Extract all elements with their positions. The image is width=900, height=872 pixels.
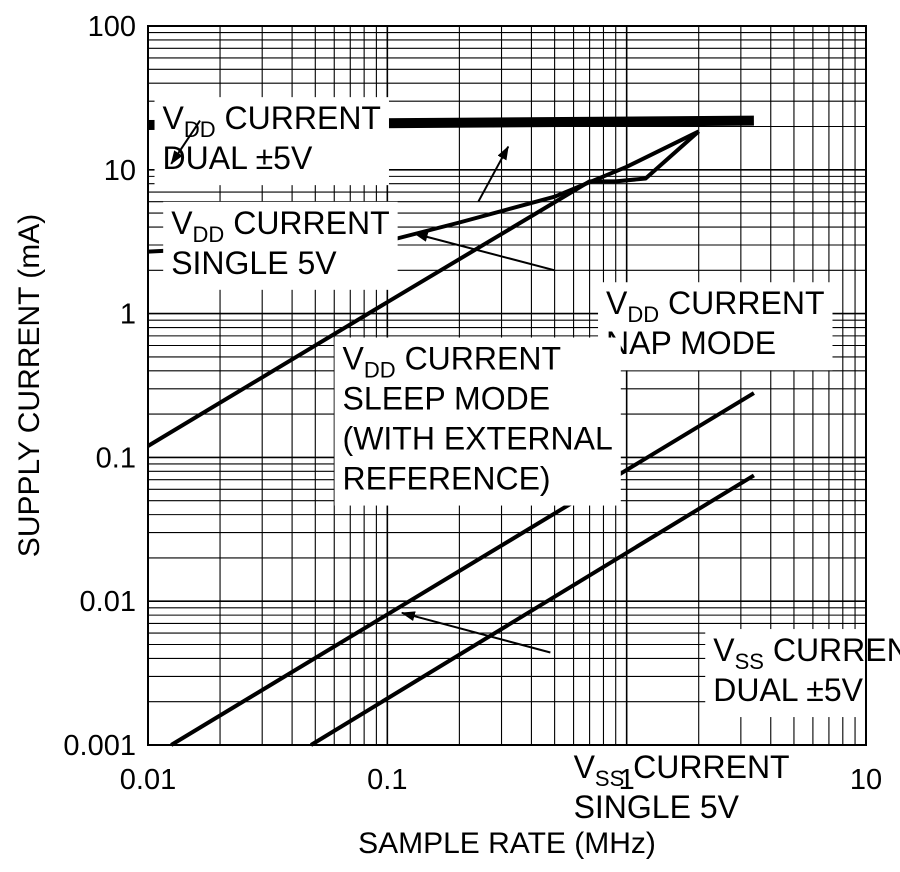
y-tick-label: 0.01	[80, 586, 136, 618]
x-tick-label: 0.01	[120, 764, 176, 796]
annotation-arrow	[170, 120, 201, 165]
series-line-5: VSS CURRENT DUAL ±5V	[309, 473, 755, 747]
series-line-4: VSS CURRENT SINGLE 5V	[170, 391, 755, 747]
x-tick-labels: 0.01 0.1 1 10	[120, 764, 882, 796]
y-tick-label: 0.001	[63, 730, 136, 762]
annotation-background	[598, 282, 833, 371]
annotation-background	[163, 201, 398, 290]
annotation-line: VDD CURRENT	[171, 205, 389, 247]
annotation-line: SLEEP MODE	[343, 381, 550, 417]
annotation-background	[154, 97, 389, 186]
x-tick-label: 0.1	[367, 764, 407, 796]
annotation-line: VDD CURRENT	[343, 341, 561, 383]
y-tick-labels: 0.001 0.01 0.1 1 10 100	[63, 11, 136, 762]
y-tick-label: 10	[104, 155, 136, 187]
x-axis-title: SAMPLE RATE (MHz)	[358, 827, 656, 860]
annotation-line: DUAL ±5V	[713, 672, 863, 708]
annotation-line: DUAL ±5V	[163, 140, 313, 176]
annotation-background	[705, 629, 900, 718]
y-axis-title: SUPPLY CURRENT (mA)	[13, 214, 46, 557]
y-tick-label: 1	[120, 299, 136, 331]
x-tick-label: 10	[850, 764, 882, 796]
annotation-line: VDD CURRENT	[606, 285, 824, 327]
annotation-line: VSS CURRENT	[713, 632, 900, 674]
plot-frame	[147, 25, 867, 746]
annotation-line: VDD CURRENT	[163, 100, 381, 142]
annotation-line: SINGLE 5V	[171, 245, 337, 281]
annotation-arrow	[477, 145, 510, 203]
annotation-arrow	[413, 232, 555, 272]
annotation-background	[565, 746, 798, 835]
annotation-arrow	[400, 611, 551, 654]
series-line-3: VDD CURRENT NAP MODE	[146, 129, 701, 448]
y-tick-label: 100	[88, 11, 136, 43]
x-tick-label: 1	[619, 764, 635, 796]
annotation-line: SINGLE 5V	[574, 789, 740, 825]
annotation-line: REFERENCE)	[343, 461, 551, 497]
annotation-line: (WITH EXTERNAL	[343, 421, 613, 457]
y-tick-label: 0.1	[96, 442, 136, 474]
annotation-background	[334, 337, 621, 506]
annotation-line: VSS CURRENT	[574, 749, 790, 791]
annotation-line: NAP MODE	[606, 325, 776, 361]
